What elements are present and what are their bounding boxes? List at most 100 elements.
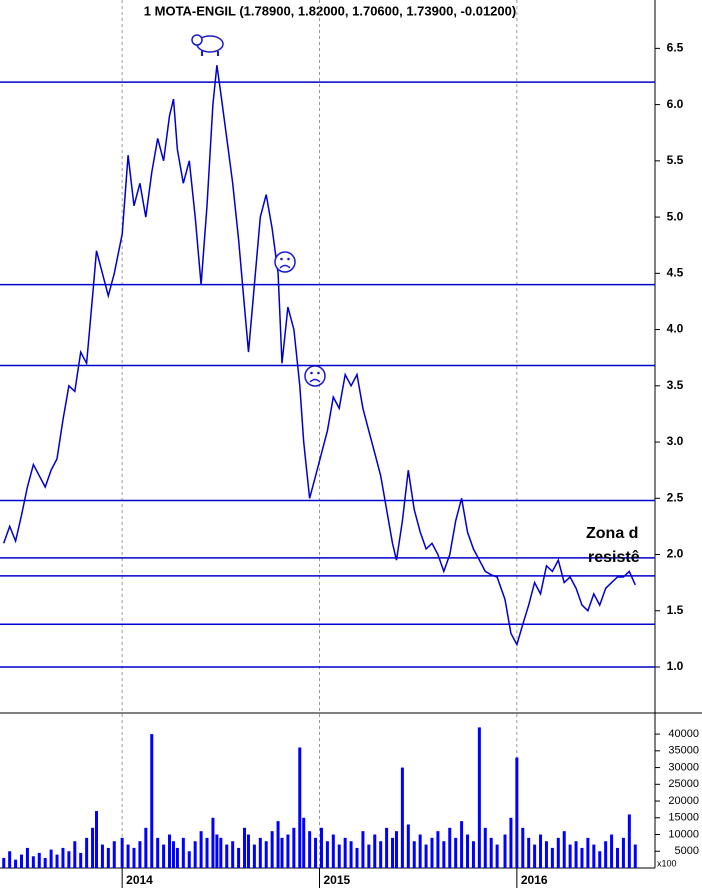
volume-bar <box>112 841 116 868</box>
volume-bar <box>550 847 554 868</box>
volume-bar <box>580 847 584 868</box>
y-tick-label: 3.0 <box>667 434 684 448</box>
volume-bar <box>349 841 353 868</box>
volume-bar <box>460 821 464 868</box>
volume-bar <box>430 837 434 868</box>
volume-bar <box>49 849 53 868</box>
chart-title: 1 MOTA-ENGIL (1.78900, 1.82000, 1.70600,… <box>144 3 516 18</box>
volume-bar <box>533 844 537 868</box>
y-tick-label: 30000 <box>668 761 699 773</box>
volume-bar <box>79 852 83 868</box>
volume-bar <box>521 827 525 868</box>
volume-bar <box>199 831 203 868</box>
volume-bar <box>598 851 602 868</box>
volume-bar <box>20 854 24 868</box>
volume-bar <box>156 837 160 868</box>
volume-bar <box>270 831 274 868</box>
volume-bar <box>483 827 487 868</box>
volume-bar <box>181 837 185 868</box>
volume-bar <box>37 852 41 868</box>
x-tick-label: 2016 <box>521 873 548 887</box>
volume-bar <box>298 747 302 868</box>
y-tick-label: 4.5 <box>667 265 684 279</box>
volume-bar <box>258 837 262 868</box>
volume-bar <box>25 847 29 868</box>
y-unit-label: x100 <box>657 858 677 868</box>
price-line <box>2 65 636 647</box>
y-tick-label: 35000 <box>668 745 699 757</box>
volume-bar <box>8 851 12 868</box>
volume-bar <box>308 831 312 868</box>
volume-bar <box>264 841 268 868</box>
y-tick-label: 6.5 <box>667 41 684 55</box>
volume-bar <box>412 841 416 868</box>
volume-bar <box>231 841 235 868</box>
volume-bar <box>162 844 166 868</box>
volume-bar <box>95 811 99 868</box>
y-tick-label: 1.0 <box>667 659 684 673</box>
volume-bar <box>621 837 625 868</box>
annotation: resistê <box>588 549 640 566</box>
volume-bar <box>442 841 446 868</box>
volume-bar <box>489 837 493 868</box>
x-tick-label: 2015 <box>324 873 351 887</box>
volume-bar <box>215 834 219 868</box>
bear-icon <box>191 34 224 56</box>
volume-bar <box>373 834 377 868</box>
volume-bar <box>280 837 284 868</box>
volume-bar <box>302 817 306 868</box>
sad-face <box>304 365 326 387</box>
volume-bar <box>568 844 572 868</box>
volume-bar <box>592 844 596 868</box>
volume-bar <box>126 844 130 868</box>
y-tick-label: 40000 <box>668 728 699 740</box>
y-tick-label: 20000 <box>668 795 699 807</box>
volume-bar <box>252 844 256 868</box>
volume-bar <box>219 837 223 868</box>
volume-bar <box>436 831 440 868</box>
volume-bar <box>574 841 578 868</box>
volume-bar <box>314 837 318 868</box>
volume-bar <box>205 837 209 868</box>
volume-bar <box>495 844 499 868</box>
volume-bar <box>168 834 172 868</box>
y-tick-label: 15000 <box>668 812 699 824</box>
volume-bar <box>610 834 614 868</box>
volume-bar <box>43 857 47 868</box>
y-tick-label: 10000 <box>668 828 699 840</box>
volume-bar <box>331 834 335 868</box>
volume-bar <box>211 817 215 868</box>
y-tick-label: 5.5 <box>667 153 684 167</box>
volume-bar <box>132 847 136 868</box>
volume-bar <box>515 757 519 868</box>
volume-bar <box>343 837 347 868</box>
volume-bar <box>286 834 290 868</box>
volume-bar <box>73 841 77 868</box>
volume-bar <box>175 847 179 868</box>
volume-bar <box>31 856 35 868</box>
volume-bar <box>367 844 371 868</box>
volume-bar <box>337 844 341 868</box>
volume-bar <box>2 857 6 868</box>
volume-bar <box>193 841 197 868</box>
volume-bar <box>14 859 18 868</box>
volume-bar <box>55 854 59 868</box>
sad-face <box>274 251 296 273</box>
volume-bar <box>418 834 422 868</box>
y-tick-label: 2.0 <box>667 547 684 561</box>
volume-bar <box>379 841 383 868</box>
volume-bar <box>171 841 175 868</box>
volume-bar <box>85 837 89 868</box>
volume-bar <box>319 827 323 868</box>
volume-bar <box>627 814 631 868</box>
y-tick-label: 1.5 <box>667 603 684 617</box>
volume-bar <box>539 834 543 868</box>
volume-bar <box>544 841 548 868</box>
volume-bar <box>527 837 531 868</box>
volume-bar <box>355 847 359 868</box>
volume-bar <box>385 827 389 868</box>
volume-bar <box>562 831 566 868</box>
volume-bar <box>391 837 395 868</box>
volume-bar <box>237 847 241 868</box>
